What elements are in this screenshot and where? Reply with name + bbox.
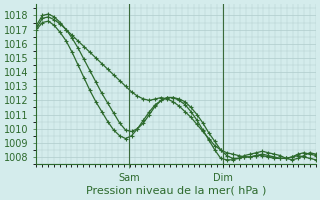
X-axis label: Pression niveau de la mer( hPa ): Pression niveau de la mer( hPa )	[86, 186, 266, 196]
